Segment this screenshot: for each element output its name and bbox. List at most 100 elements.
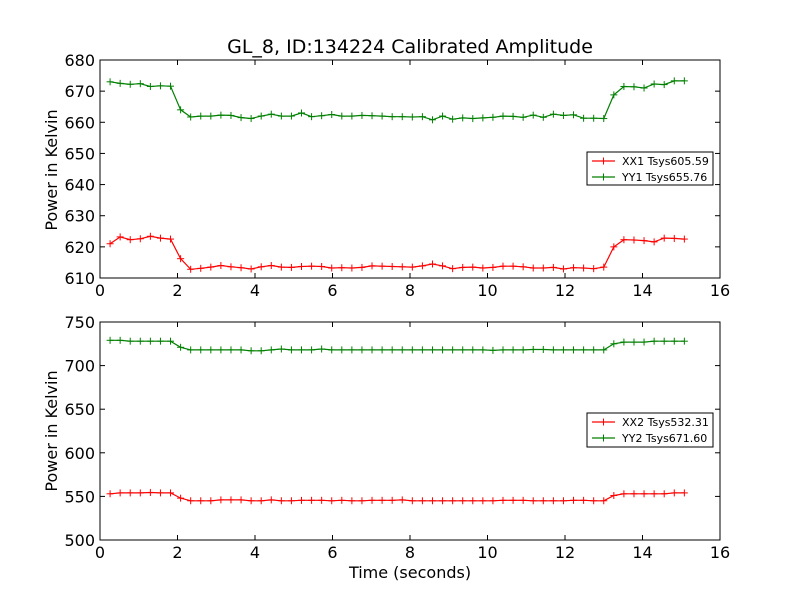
data-point-marker bbox=[187, 113, 195, 121]
legend-entry: YY2 Tsys671.60 bbox=[592, 432, 707, 445]
data-point-marker bbox=[439, 346, 447, 354]
data-point-marker bbox=[106, 78, 114, 86]
data-point-marker bbox=[177, 343, 185, 351]
data-point-marker bbox=[237, 114, 245, 122]
data-point-marker bbox=[368, 262, 376, 270]
data-point-marker bbox=[408, 263, 416, 271]
data-point-marker bbox=[348, 497, 356, 505]
data-point-marker bbox=[499, 346, 507, 354]
legend: XX2 Tsys532.31 YY2 Tsys671.60 bbox=[586, 412, 714, 448]
data-point-marker bbox=[146, 488, 154, 496]
y-tick-label: 500 bbox=[64, 531, 95, 550]
data-point-marker bbox=[640, 237, 648, 245]
y-axis-label: Power in Kelvin bbox=[42, 109, 61, 230]
data-point-marker bbox=[298, 496, 305, 504]
y-tick-label: 650 bbox=[64, 400, 95, 419]
x-tick-label: 12 bbox=[555, 281, 575, 300]
data-point-marker bbox=[298, 109, 305, 117]
y-tick-label: 630 bbox=[64, 207, 95, 226]
series-line-yy bbox=[110, 80, 685, 121]
data-point-marker bbox=[479, 497, 487, 505]
x-tick-label: 16 bbox=[710, 281, 730, 300]
data-point-marker bbox=[539, 497, 547, 505]
x-tick-label: 4 bbox=[250, 543, 260, 562]
x-tick-label: 14 bbox=[632, 543, 652, 562]
data-point-marker bbox=[197, 112, 205, 120]
data-point-marker bbox=[660, 81, 668, 89]
data-point-marker bbox=[559, 265, 567, 273]
data-point-marker bbox=[580, 264, 588, 272]
legend-label: XX1 Tsys605.59 bbox=[622, 155, 709, 168]
data-point-marker bbox=[509, 346, 517, 354]
data-point-marker bbox=[287, 346, 295, 354]
data-point-marker bbox=[519, 496, 527, 504]
data-point-marker bbox=[630, 236, 638, 244]
data-point-marker bbox=[529, 497, 537, 505]
data-point-marker bbox=[227, 111, 235, 119]
data-point-marker bbox=[610, 243, 618, 251]
data-point-marker bbox=[237, 264, 245, 272]
data-point-marker bbox=[610, 91, 618, 99]
x-tick-label: 16 bbox=[710, 543, 730, 562]
data-point-marker bbox=[348, 346, 356, 354]
data-point-marker bbox=[549, 110, 557, 118]
series-line-yy bbox=[110, 339, 685, 352]
y-tick-label: 680 bbox=[64, 51, 95, 70]
data-point-marker bbox=[287, 263, 295, 271]
data-point-marker bbox=[640, 338, 648, 346]
data-point-marker bbox=[237, 346, 245, 354]
data-point-marker bbox=[610, 492, 618, 500]
data-point-marker bbox=[217, 111, 225, 119]
data-point-marker bbox=[116, 233, 124, 241]
data-point-marker bbox=[630, 490, 638, 498]
data-point-marker bbox=[136, 337, 144, 345]
data-point-marker bbox=[469, 346, 477, 354]
legend-label: YY1 Tsys655.76 bbox=[621, 171, 707, 184]
y-tick-label: 640 bbox=[64, 176, 95, 195]
data-point-marker bbox=[660, 337, 668, 345]
data-point-marker bbox=[358, 346, 366, 354]
data-point-marker bbox=[459, 263, 467, 271]
y-tick-label: 750 bbox=[64, 313, 95, 332]
data-point-marker bbox=[167, 337, 175, 345]
data-point-marker bbox=[398, 496, 406, 504]
data-point-marker bbox=[177, 255, 185, 263]
data-point-marker bbox=[197, 346, 205, 354]
data-point-marker bbox=[489, 346, 497, 354]
y-tick-label: 670 bbox=[64, 82, 95, 101]
data-point-marker bbox=[620, 236, 628, 244]
data-point-marker bbox=[247, 497, 255, 505]
data-point-marker bbox=[308, 113, 316, 121]
data-point-marker bbox=[408, 497, 416, 505]
data-point-marker bbox=[197, 497, 205, 505]
data-point-marker bbox=[277, 112, 285, 120]
x-tick-label: 14 bbox=[632, 281, 652, 300]
data-point-marker bbox=[126, 489, 134, 497]
data-point-marker bbox=[378, 262, 386, 270]
data-point-marker bbox=[570, 496, 578, 504]
data-point-marker bbox=[318, 112, 326, 120]
data-point-marker bbox=[650, 490, 658, 498]
data-point-marker bbox=[398, 113, 406, 121]
data-point-marker bbox=[529, 345, 537, 353]
data-point-marker bbox=[499, 262, 507, 270]
data-point-marker bbox=[267, 262, 275, 270]
legend-box bbox=[586, 412, 714, 448]
data-point-marker bbox=[449, 115, 457, 123]
data-point-marker bbox=[308, 262, 316, 270]
bottom-panel: Power in Kelvin Time (seconds) 0 2 4 6 8 10 12… bbox=[42, 313, 730, 582]
data-point-marker bbox=[348, 264, 356, 272]
data-point-marker bbox=[539, 113, 547, 121]
data-point-marker bbox=[308, 496, 316, 504]
data-point-marker bbox=[287, 112, 295, 120]
x-tick-label: 2 bbox=[172, 281, 182, 300]
data-point-marker bbox=[680, 235, 688, 243]
data-point-marker bbox=[559, 497, 567, 505]
data-point-marker bbox=[509, 112, 517, 120]
data-point-marker bbox=[177, 106, 185, 114]
data-point-marker bbox=[277, 497, 285, 505]
data-point-marker bbox=[590, 265, 598, 273]
data-point-marker bbox=[338, 496, 346, 504]
data-point-marker bbox=[328, 264, 336, 272]
data-point-marker bbox=[539, 264, 547, 272]
